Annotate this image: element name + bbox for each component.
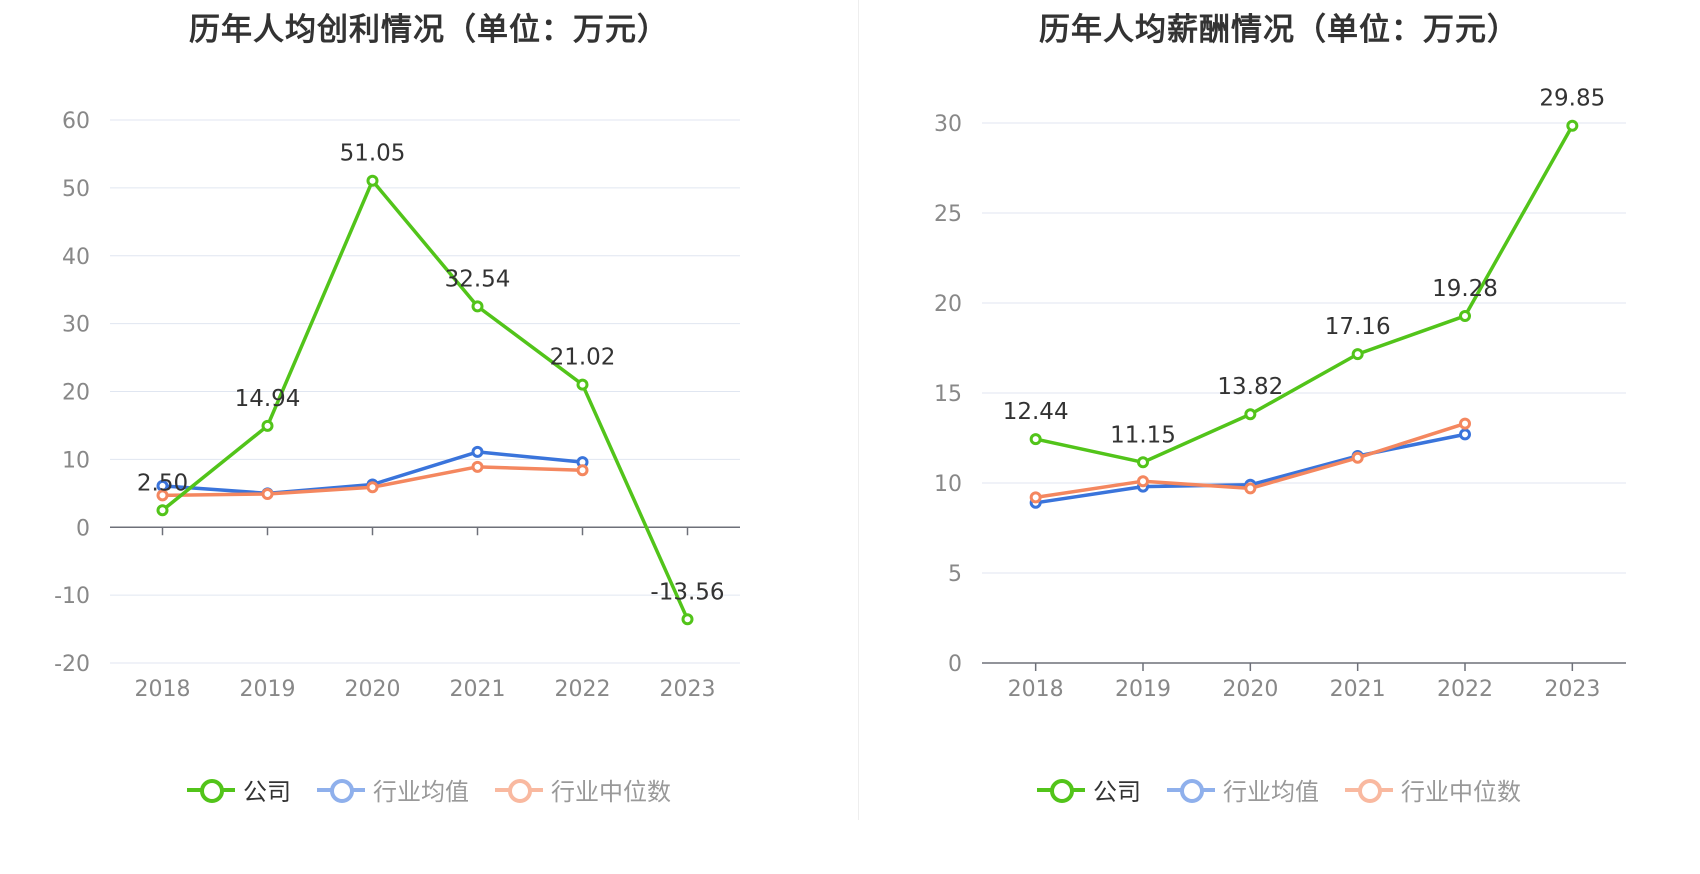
y-tick-label: 10 <box>934 472 962 497</box>
data-point <box>366 481 379 494</box>
legend-swatch <box>1167 778 1215 803</box>
y-tick-label: 50 <box>62 177 90 202</box>
chart-panel-salary: 历年人均薪酬情况（单位：万元） 0 5 10 15 20 25 30 2018 2019 2020… <box>858 0 1700 874</box>
y-tick-label: 0 <box>76 516 90 541</box>
data-point <box>681 613 694 626</box>
series-line <box>1035 124 1574 465</box>
x-tick-label: 2023 <box>1544 677 1600 702</box>
legend-label: 公司 <box>243 778 291 806</box>
panel-divider <box>858 0 859 820</box>
legend-swatch <box>495 778 543 803</box>
data-label: -13.56 <box>650 579 724 605</box>
y-tick-label: 40 <box>62 245 90 270</box>
x-tick-label: 2019 <box>1115 677 1171 702</box>
data-label: 17.16 <box>1325 314 1391 340</box>
legend: 公司 行业均值 行业中位数 <box>0 772 858 807</box>
data-point <box>1137 475 1149 488</box>
legend-label: 公司 <box>1093 778 1141 806</box>
legend-label: 行业均值 <box>1223 778 1319 806</box>
data-label: 29.85 <box>1539 86 1605 112</box>
x-tick-label: 2020 <box>1222 677 1278 702</box>
legend-swatch <box>1345 778 1393 803</box>
data-point <box>471 460 484 473</box>
data-point <box>1566 119 1579 132</box>
legend-item-company[interactable]: 公司 <box>1037 772 1141 807</box>
data-label: 11.15 <box>1110 422 1176 448</box>
data-point <box>576 464 589 477</box>
data-point <box>1459 309 1471 322</box>
data-label: 51.05 <box>340 141 406 167</box>
chart-canvas: 0 5 10 15 20 25 30 2018 2019 2020 2021 2022 2023 12.4… <box>934 86 1626 702</box>
data-point <box>1244 408 1257 421</box>
data-label: 2.50 <box>137 470 188 496</box>
legend-item-industry-average[interactable]: 行业均值 <box>317 772 469 807</box>
data-point <box>366 174 379 187</box>
data-label: 13.82 <box>1217 374 1283 400</box>
data-point <box>1459 428 1471 441</box>
x-tick-label: 2021 <box>450 677 506 702</box>
data-point <box>1029 491 1042 504</box>
chart-canvas: -20 -10 0 10 20 30 40 50 60 2018 2019 2020 2021 2022 2… <box>54 109 740 702</box>
legend-item-industry-median[interactable]: 行业中位数 <box>1345 772 1521 807</box>
legend-label: 行业中位数 <box>1401 778 1521 806</box>
legend-swatch <box>317 778 365 803</box>
data-label: 14.94 <box>235 386 301 412</box>
data-point <box>1351 348 1364 361</box>
y-tick-label: 20 <box>934 292 962 317</box>
legend-swatch <box>187 778 235 803</box>
y-tick-label: 20 <box>62 381 90 406</box>
x-tick-label: 2023 <box>660 677 716 702</box>
chart-title: 历年人均薪酬情况（单位：万元） <box>1039 12 1519 48</box>
data-point <box>1351 451 1364 464</box>
chart-panel-profit: 历年人均创利情况（单位：万元） -20 -10 0 10 20 30 40 50 60 2018 2… <box>0 12 858 807</box>
data-label: 12.44 <box>1003 399 1069 425</box>
data-point <box>261 487 274 500</box>
data-point <box>576 378 589 391</box>
data-point <box>471 300 484 313</box>
data-point <box>156 489 169 502</box>
data-label: 19.28 <box>1432 276 1498 302</box>
y-tick-label: 15 <box>934 382 962 407</box>
y-tick-label: 5 <box>948 562 962 587</box>
data-point <box>156 504 169 517</box>
data-point <box>1029 433 1042 446</box>
x-tick-label: 2019 <box>240 677 296 702</box>
y-tick-label: 10 <box>62 448 90 473</box>
y-tick-label: -20 <box>54 652 90 677</box>
legend-label: 行业中位数 <box>551 778 671 806</box>
legend-item-industry-median[interactable]: 行业中位数 <box>495 772 671 807</box>
x-tick-label: 2022 <box>1437 677 1493 702</box>
legend-item-company[interactable]: 公司 <box>187 772 291 807</box>
x-tick-label: 2018 <box>135 677 191 702</box>
legend-swatch <box>1037 778 1085 803</box>
data-point <box>1137 456 1149 469</box>
y-tick-label: 0 <box>948 652 962 677</box>
x-tick-label: 2018 <box>1008 677 1064 702</box>
chart-title: 历年人均创利情况（单位：万元） <box>189 12 669 48</box>
y-tick-label: 60 <box>62 109 90 134</box>
x-tick-label: 2022 <box>555 677 611 702</box>
y-tick-label: -10 <box>54 584 90 609</box>
data-label: 21.02 <box>550 345 616 371</box>
legend-label: 行业均值 <box>373 778 469 806</box>
x-tick-label: 2021 <box>1330 677 1386 702</box>
legend-item-industry-average[interactable]: 行业均值 <box>1167 772 1319 807</box>
data-point <box>261 419 274 432</box>
y-tick-label: 25 <box>934 202 962 227</box>
y-tick-label: 30 <box>62 313 90 338</box>
x-tick-label: 2020 <box>345 677 401 702</box>
series-line <box>161 178 690 621</box>
data-point <box>471 445 484 458</box>
data-point <box>1459 417 1471 430</box>
data-label: 32.54 <box>445 266 511 292</box>
legend: 公司 行业均值 行业中位数 <box>858 772 1700 807</box>
y-tick-label: 30 <box>934 112 962 137</box>
data-point <box>1244 482 1257 495</box>
